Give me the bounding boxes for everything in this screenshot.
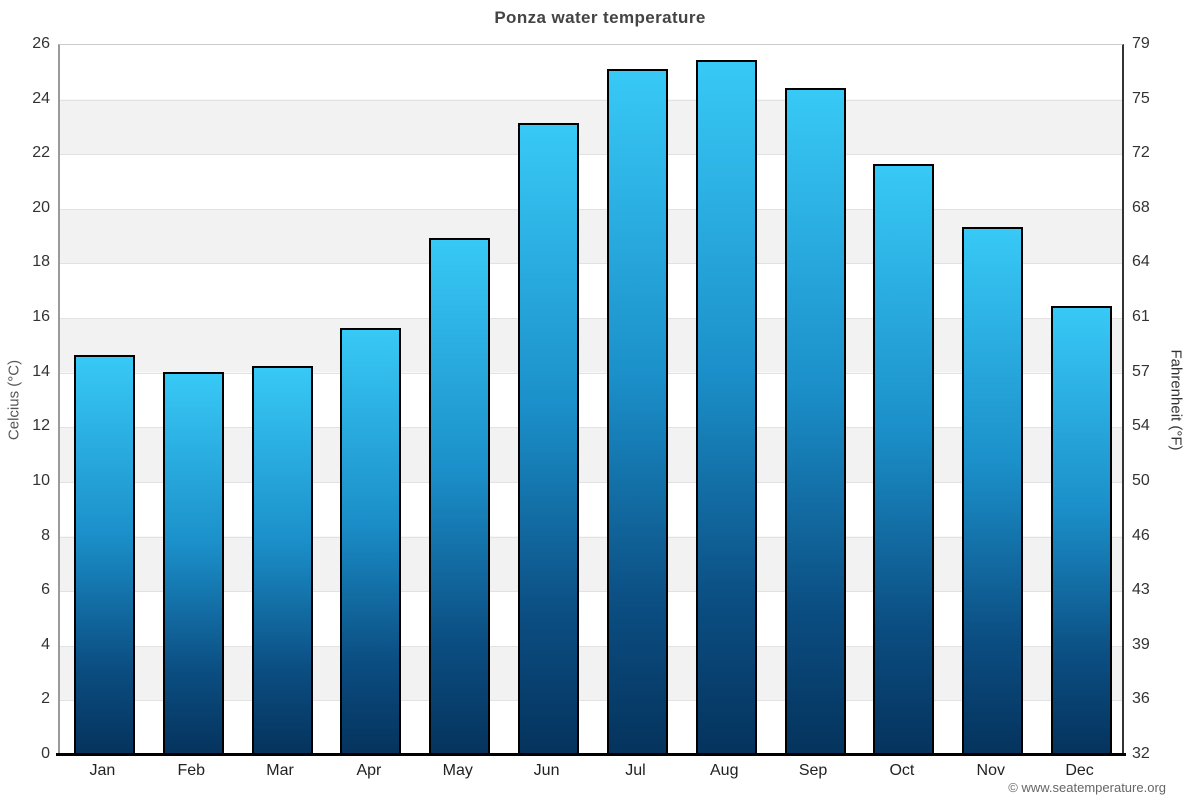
ytick-fahrenheit-50: 50 bbox=[1132, 471, 1150, 489]
bar-oct bbox=[873, 164, 935, 754]
xtick-month-jul: Jul bbox=[625, 762, 646, 779]
gridline-24c bbox=[60, 99, 1122, 101]
xtick-month-mar: Mar bbox=[266, 762, 294, 779]
bar-may bbox=[429, 237, 491, 754]
chart-title: Ponza water temperature bbox=[494, 8, 706, 27]
ytick-fahrenheit-64: 64 bbox=[1132, 253, 1150, 271]
ytick-celsius-10: 10 bbox=[32, 471, 50, 489]
xtick-month-aug: Aug bbox=[710, 762, 739, 779]
ytick-celsius-2: 2 bbox=[41, 690, 50, 708]
ytick-fahrenheit-54: 54 bbox=[1132, 417, 1150, 435]
xtick-month-sep: Sep bbox=[798, 762, 828, 779]
ytick-celsius-20: 20 bbox=[32, 198, 50, 216]
gridline-14c bbox=[60, 372, 1122, 374]
gridline-20c bbox=[60, 208, 1122, 210]
xtick-month-jun: Jun bbox=[533, 762, 560, 779]
xtick-month-oct: Oct bbox=[889, 762, 915, 779]
gridline-16c bbox=[60, 318, 1122, 320]
ytick-celsius-6: 6 bbox=[41, 581, 50, 599]
x-axis-baseline bbox=[56, 753, 1126, 756]
ytick-celsius-12: 12 bbox=[32, 417, 50, 435]
ytick-celsius-14: 14 bbox=[32, 362, 50, 380]
ytick-fahrenheit-75: 75 bbox=[1132, 89, 1150, 107]
ytick-fahrenheit-39: 39 bbox=[1132, 635, 1150, 653]
ytick-fahrenheit-72: 72 bbox=[1132, 144, 1150, 162]
gridline-8c bbox=[60, 536, 1122, 538]
gridline-6c bbox=[60, 591, 1122, 593]
ytick-fahrenheit-36: 36 bbox=[1132, 690, 1150, 708]
copyright-text: © www.seatemperature.org bbox=[1008, 780, 1166, 795]
ytick-fahrenheit-46: 46 bbox=[1132, 526, 1150, 544]
gridline-18c bbox=[60, 263, 1122, 265]
ytick-fahrenheit-61: 61 bbox=[1132, 308, 1150, 326]
bar-nov bbox=[962, 226, 1024, 754]
xtick-month-apr: Apr bbox=[356, 762, 382, 779]
gridline-2c bbox=[60, 700, 1122, 702]
ytick-celsius-24: 24 bbox=[32, 89, 50, 107]
bar-jun bbox=[518, 123, 580, 754]
bar-apr bbox=[340, 328, 402, 754]
ytick-fahrenheit-68: 68 bbox=[1132, 198, 1150, 216]
ytick-celsius-26: 26 bbox=[32, 35, 50, 52]
xtick-month-nov: Nov bbox=[976, 762, 1005, 779]
bar-sep bbox=[784, 87, 846, 754]
bar-feb bbox=[162, 371, 224, 754]
xtick-month-feb: Feb bbox=[177, 762, 206, 779]
gridline-4c bbox=[60, 645, 1122, 647]
gridline-10c bbox=[60, 481, 1122, 483]
bar-mar bbox=[251, 366, 313, 754]
ytick-celsius-22: 22 bbox=[32, 144, 50, 162]
bar-jan bbox=[73, 355, 135, 754]
ytick-celsius-16: 16 bbox=[32, 308, 50, 326]
plot-area bbox=[58, 44, 1124, 754]
bar-aug bbox=[695, 60, 757, 754]
gridline-12c bbox=[60, 427, 1122, 429]
ytick-celsius-0: 0 bbox=[41, 745, 50, 762]
bar-dec bbox=[1051, 306, 1113, 754]
ytick-fahrenheit-79: 79 bbox=[1132, 35, 1150, 52]
bar-jul bbox=[606, 68, 668, 754]
ytick-fahrenheit-43: 43 bbox=[1132, 581, 1150, 599]
gridline-22c bbox=[60, 154, 1122, 156]
xtick-month-jan: Jan bbox=[89, 762, 116, 779]
ytick-celsius-4: 4 bbox=[41, 635, 50, 653]
ytick-fahrenheit-32: 32 bbox=[1132, 745, 1150, 762]
xtick-month-may: May bbox=[442, 762, 473, 779]
y-axis-label-fahrenheit: Fahrenheit (°F) bbox=[1167, 349, 1185, 451]
xtick-month-dec: Dec bbox=[1065, 762, 1094, 779]
ytick-fahrenheit-57: 57 bbox=[1132, 362, 1150, 380]
ytick-celsius-8: 8 bbox=[41, 526, 50, 544]
ytick-celsius-18: 18 bbox=[32, 253, 50, 271]
